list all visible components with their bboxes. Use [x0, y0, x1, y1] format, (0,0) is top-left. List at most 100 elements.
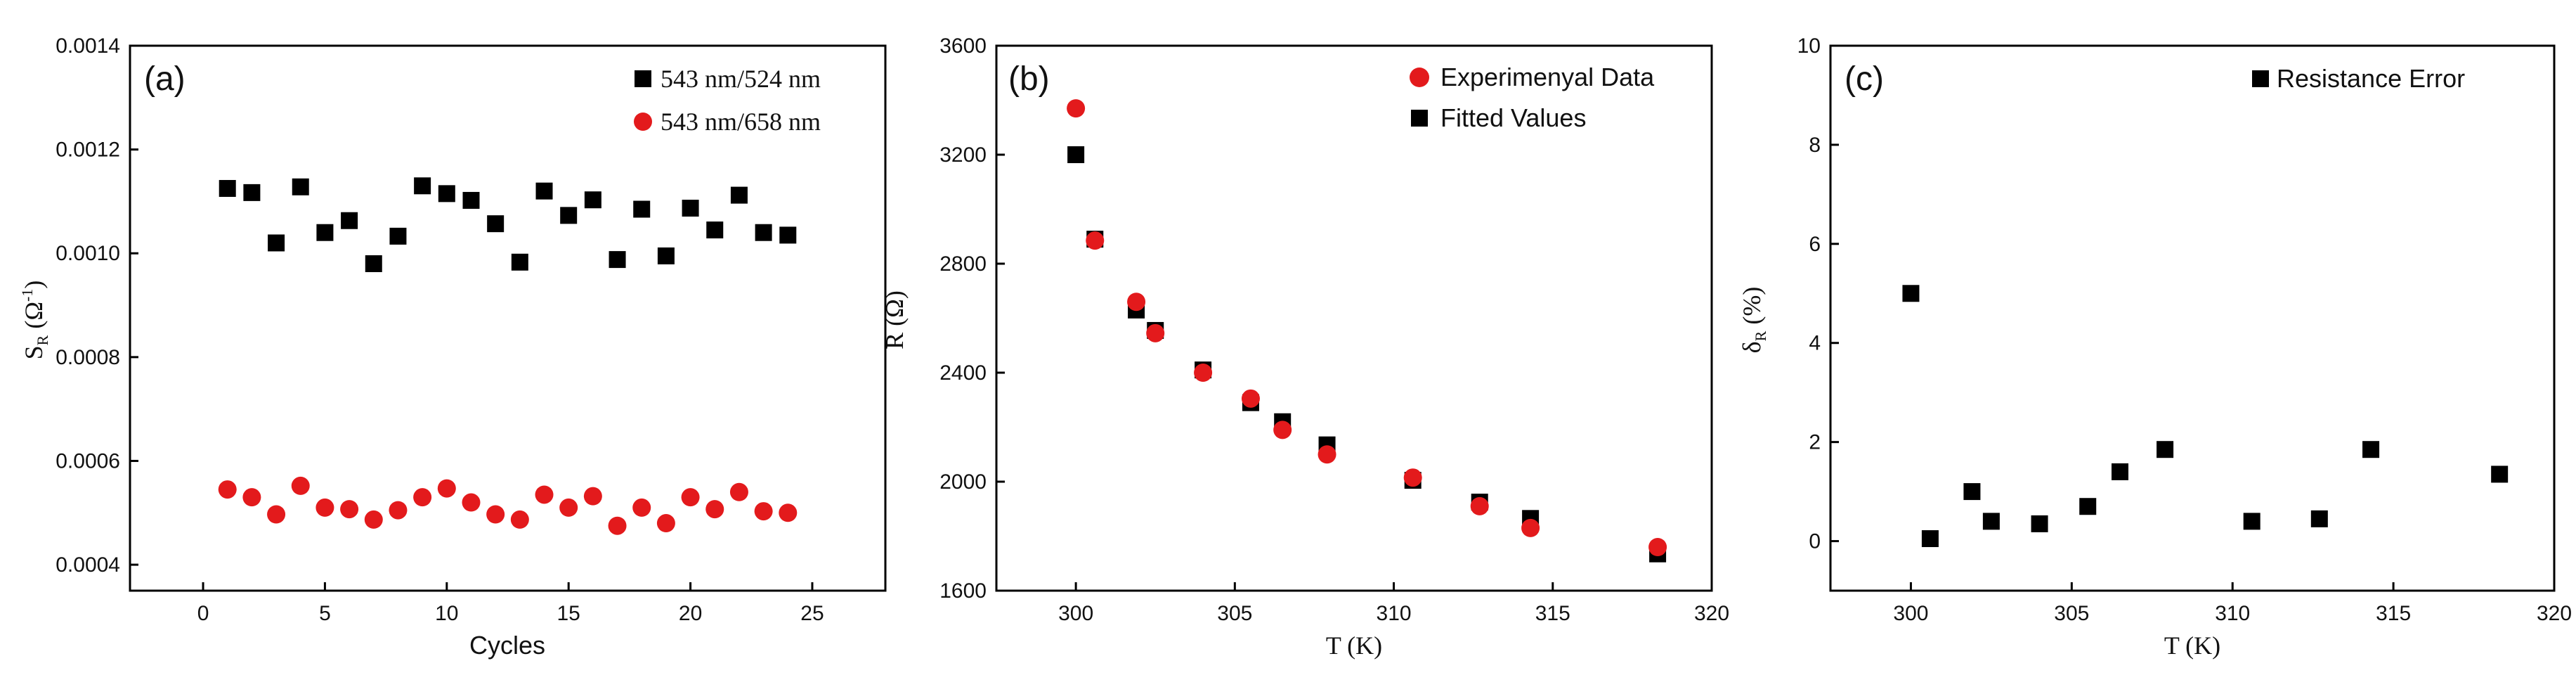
panel-a-series-1-point — [291, 476, 310, 495]
panel-a-series-1-point — [608, 516, 627, 535]
panel-a-series-0-point — [462, 191, 480, 209]
panel-c-series-0-point — [1902, 285, 1920, 302]
panel-b-series-1-point — [1067, 99, 1086, 118]
panel-a-series-1-point — [316, 498, 334, 517]
panel-a-series-1-point — [389, 501, 408, 520]
panel-c-y-tick-label: 10 — [1797, 34, 1821, 58]
panel-b-y-tick-label: 1600 — [939, 579, 987, 603]
panel-a-series-1-point — [779, 503, 798, 522]
panel-a-series-0-point — [609, 251, 626, 269]
panel-c-legend-label-0: Resistance Error — [2277, 64, 2465, 93]
panel-a-y-tick-label: 0.0004 — [56, 553, 120, 577]
panel-a-series-1-point — [267, 505, 286, 524]
panel-a-y-tick-label: 0.0008 — [56, 346, 120, 369]
panel-a-series-0-point — [487, 215, 505, 233]
panel-a-y-label-unit: (Ω — [20, 302, 48, 335]
panel-b-x-tick-label: 305 — [1217, 602, 1252, 625]
panel-a-series-1-point — [437, 479, 456, 498]
panel-a-series-0-point — [511, 253, 528, 271]
panel-b-x-label: T (K) — [1326, 631, 1382, 660]
panel-a-series-1-point — [681, 488, 700, 507]
panel-a-tag: (a) — [144, 60, 186, 98]
panel-c-series-0-point — [2112, 463, 2128, 480]
panel-a-y-tick-label: 0.0006 — [56, 449, 120, 473]
panel-b-y-tick-label: 3600 — [939, 34, 987, 58]
panel-b-y-tick-label: 2000 — [939, 470, 987, 494]
panel-a-series-1-point — [632, 498, 651, 517]
panel-b-y-label: R (Ω) — [880, 290, 909, 349]
panel-b-x-tick-label: 315 — [1535, 602, 1570, 625]
panel-a-series-1-point — [656, 514, 675, 533]
panel-b-frame — [995, 44, 1713, 592]
panel-b-series-1-point — [1403, 468, 1422, 487]
panel-c-x-tick-label: 320 — [2537, 602, 2572, 625]
panel-b-series-0-point — [1067, 146, 1085, 163]
panel-c-y-label-unit: (%) — [1738, 287, 1766, 331]
panel-a-series-1-point — [364, 510, 383, 529]
panel-c-x-tick-label: 305 — [2054, 602, 2089, 625]
panel-a-y-label-close: ) — [20, 281, 48, 289]
panel-c-frame — [1829, 44, 2556, 592]
panel-b-tag: (b) — [1008, 60, 1050, 98]
panel-a-x-label: Cycles — [469, 631, 545, 660]
panel-a-series-0-point — [438, 185, 455, 203]
panel-a-series-1-point — [729, 482, 748, 501]
panel-a-series-0-point — [706, 221, 724, 239]
panel-c-legend: Resistance Error — [2252, 64, 2465, 93]
panel-a-series-1-point — [486, 505, 505, 524]
panel-b-series-1-point — [1086, 231, 1105, 250]
panel-a-series-0-point — [365, 255, 382, 272]
panel-a-x-tick-label: 10 — [435, 602, 458, 625]
panel-a-y-label: SR (Ω-1) — [18, 281, 51, 360]
panel-a-series-0-point — [633, 200, 651, 218]
panel-a-x-tick-label: 20 — [679, 602, 702, 625]
panel-a-series-1-point — [340, 500, 359, 519]
panel-a-series-0-point — [535, 182, 553, 200]
panel-a-series-0-point — [560, 207, 578, 224]
panel-b-series-1-point — [1194, 364, 1213, 382]
panel-c-y-tick-label: 0 — [1809, 530, 1821, 553]
panel-c-y-label-sub: R — [1752, 330, 1769, 341]
panel-c-y-label: δR (%) — [1738, 287, 1769, 354]
panel-b-x-tick-label: 310 — [1377, 602, 1412, 625]
panel-b-series-1-point — [1470, 496, 1489, 515]
panel-a-series-0-point — [657, 247, 675, 264]
panel-a-series-1-point — [754, 502, 773, 521]
panel-b-series-1-point — [1648, 538, 1667, 556]
panel-a-legend-marker-0 — [635, 70, 651, 87]
panel-b-legend-marker-1 — [1411, 110, 1428, 127]
panel-a-x-tick-label: 0 — [197, 602, 209, 625]
panel-a-y-label-main: S — [20, 345, 48, 359]
panel-a-series-0-point — [219, 179, 236, 197]
panel-a-y-tick-label: 0.0012 — [56, 139, 120, 162]
panel-a-x-tick-label: 5 — [319, 602, 331, 625]
panel-a-series-1-point — [218, 480, 237, 499]
panel-b-legend-marker-0 — [1410, 68, 1429, 87]
panel-a-series-0-point — [414, 177, 431, 195]
panel-a-series-0-point — [389, 227, 407, 245]
panel-c-series-0-point — [2079, 498, 2097, 515]
panel-c-series-0-point — [1921, 530, 1939, 548]
panel-a-series-1-point — [413, 488, 432, 507]
panel-a-series-1-point — [559, 498, 578, 517]
panel-c-series-0-point — [1982, 513, 2000, 530]
panel-b-x-tick-label: 320 — [1694, 602, 1729, 625]
panel-a-series-0-point — [243, 184, 261, 201]
panel-b-y-tick-label: 2800 — [939, 252, 987, 276]
panel-c-series-0-point — [2243, 513, 2260, 530]
panel-a-x-tick-label: 15 — [557, 602, 580, 625]
panel-a-y-tick-label: 0.0014 — [56, 34, 120, 58]
panel-b-legend: Experimenyal Data Fitted Values — [1410, 63, 1655, 132]
panel-a-legend-marker-1 — [634, 113, 652, 131]
panel-b: 300 305 310 315 320160020002400280032003600 … — [880, 34, 1729, 660]
panel-b-series-1-point — [1127, 293, 1146, 312]
panel-c-legend-marker-0 — [2252, 70, 2269, 87]
panel-c-x-tick-label: 300 — [1893, 602, 1928, 625]
panel-a-series-1-point — [705, 500, 724, 519]
panel-a-series-1-point — [583, 487, 602, 506]
panel-b-series-1-point — [1318, 445, 1336, 464]
panel-c-y-tick-label: 6 — [1809, 233, 1821, 256]
panel-a-x-tick-label: 25 — [800, 602, 824, 625]
panel-c-series-0-point — [1963, 483, 1981, 501]
